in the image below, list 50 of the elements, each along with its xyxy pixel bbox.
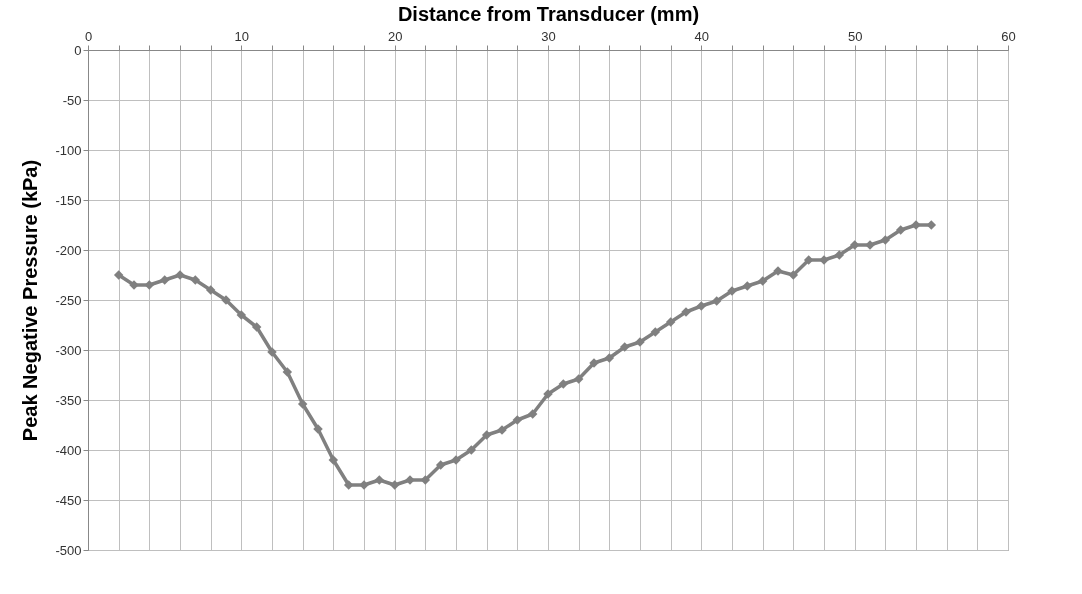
point xyxy=(512,415,523,425)
y-tick-label: -200 xyxy=(55,242,82,258)
y-tick-label: -50 xyxy=(62,92,82,108)
point xyxy=(895,225,906,235)
point xyxy=(834,250,845,260)
point xyxy=(742,281,753,291)
point xyxy=(757,276,768,286)
y-tick-label: -300 xyxy=(55,342,82,358)
x-tick-label: 30 xyxy=(541,28,556,44)
point xyxy=(481,430,492,440)
y-tick-label: -250 xyxy=(55,292,82,308)
point xyxy=(236,310,247,320)
point xyxy=(466,445,477,455)
point xyxy=(696,301,707,311)
y-tick-label: -450 xyxy=(55,492,82,508)
point xyxy=(573,374,584,384)
point xyxy=(604,353,615,363)
point xyxy=(282,367,293,377)
point xyxy=(159,275,170,285)
point xyxy=(650,327,661,337)
point xyxy=(558,379,569,389)
point xyxy=(711,296,722,306)
point xyxy=(619,342,630,352)
x-tick-label: 40 xyxy=(694,28,710,44)
y-tick-label: -350 xyxy=(55,392,82,408)
point xyxy=(527,409,538,419)
x-tick-label: 50 xyxy=(847,28,863,44)
y-tick-label: 0 xyxy=(74,42,82,58)
point xyxy=(190,275,201,285)
point xyxy=(205,285,216,295)
point xyxy=(389,480,400,490)
point xyxy=(435,460,446,470)
x-tick-label: 60 xyxy=(1001,28,1016,44)
x-tick-label: 0 xyxy=(84,28,93,44)
point xyxy=(374,475,385,485)
point xyxy=(788,270,799,280)
point xyxy=(251,322,262,332)
point xyxy=(665,317,676,327)
x-tick-label: 20 xyxy=(387,28,403,44)
y-tick-label: -400 xyxy=(55,442,82,458)
x-tick-label: 10 xyxy=(234,28,250,44)
point xyxy=(297,399,308,409)
y-tick-label: -150 xyxy=(55,192,82,208)
point xyxy=(328,455,339,465)
y-tick-label: -100 xyxy=(55,142,82,158)
y-axis-title: Peak Negative Pressure (kPa) xyxy=(19,159,42,442)
point xyxy=(880,235,891,245)
y-tick-label: -500 xyxy=(55,542,82,558)
point xyxy=(113,270,124,280)
x-axis-title: Distance from Transducer (mm) xyxy=(397,2,700,25)
